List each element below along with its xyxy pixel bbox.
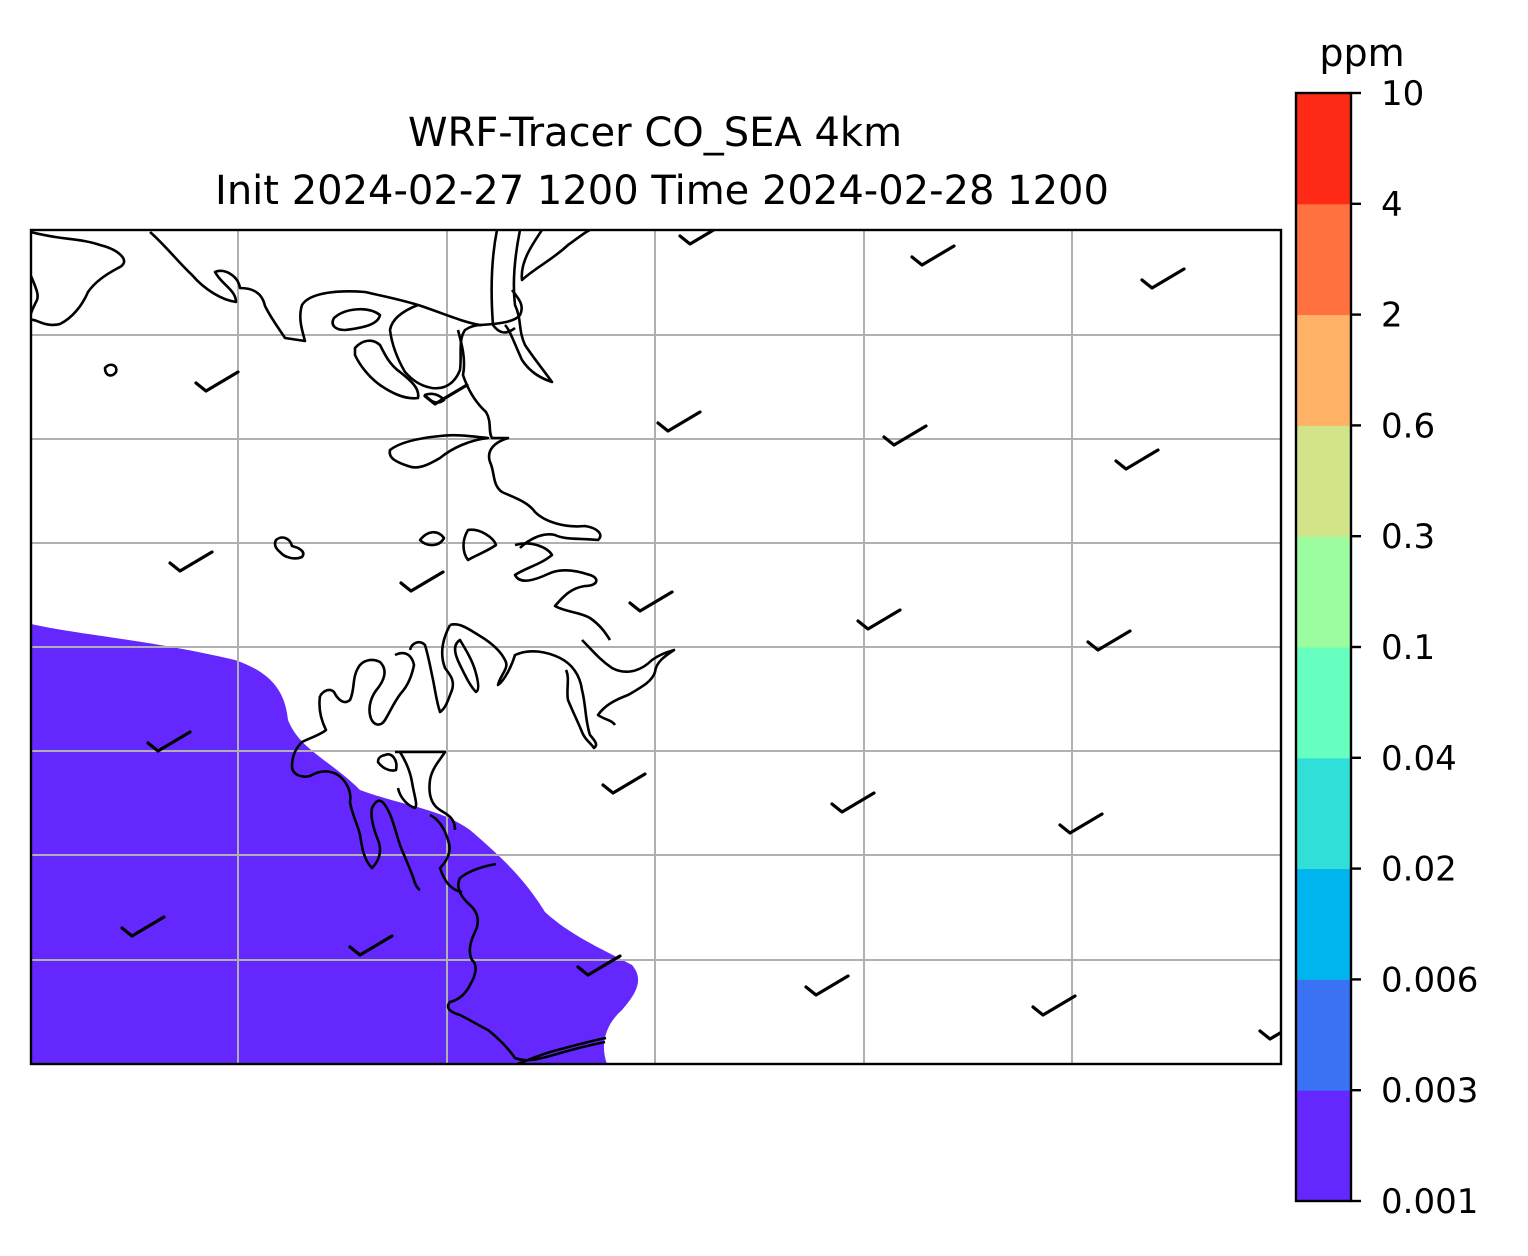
wind-barb: [804, 974, 850, 997]
colorbar-block: [1296, 868, 1351, 980]
wind-barb: [656, 410, 702, 433]
coastline-south-sound: [446, 862, 606, 1062]
colorbar-tick-label: 0.001: [1381, 1182, 1478, 1222]
wind-barb: [628, 590, 674, 613]
colorbar-tick-label: 0.6: [1381, 406, 1435, 446]
coastline-inlet: [504, 230, 554, 384]
wind-barb: [348, 934, 394, 957]
wind-barb: [882, 424, 928, 447]
wind-barb: [830, 791, 876, 814]
wind-barb: [146, 730, 192, 753]
colorbar-block: [1296, 979, 1351, 1091]
wind-barb: [678, 230, 717, 246]
wind-barb: [423, 383, 469, 406]
colorbar-tick-label: 0.1: [1381, 628, 1435, 668]
colorbar-block: [1296, 536, 1351, 648]
colorbar-block: [1296, 757, 1351, 870]
coastline-south-sound: [429, 813, 463, 894]
colorbar-color-blocks: [1296, 93, 1351, 1202]
gridlines: [31, 230, 1281, 1064]
coastline-inlet: [490, 230, 516, 334]
coastline-inlet: [520, 230, 591, 282]
wind-barb: [1031, 994, 1077, 1017]
wind-barb: [120, 915, 166, 938]
colorbar-tick-label: 0.003: [1381, 1071, 1478, 1111]
coastline-sound: [462, 528, 498, 562]
colorbar-block: [1296, 203, 1351, 316]
wind-barb: [910, 244, 956, 267]
wind-barbs: [120, 230, 1281, 1041]
coastline-sound: [456, 329, 602, 549]
wind-barb: [1086, 629, 1132, 652]
colorbar-tick-label: 2: [1381, 296, 1403, 336]
coastline-island: [273, 536, 305, 560]
wind-barb: [399, 570, 445, 593]
coastline-south-sound: [453, 638, 480, 694]
map-frame: [29, 228, 1283, 1066]
wind-barb: [194, 370, 240, 393]
wind-barb: [1258, 1029, 1281, 1041]
coastline-south-sound: [290, 695, 421, 892]
colorbar-tick-label: 0.3: [1381, 517, 1435, 557]
wind-barb: [1140, 267, 1186, 290]
coastline-sound: [388, 303, 483, 390]
colorbar-tick-label: 0.006: [1381, 960, 1478, 1000]
map-panel: [29, 228, 1283, 1066]
colorbar: ppm 0.001 0.003 0.006 0.02 0.04 0.1 0.3 0.6 2 4 10: [1294, 31, 1478, 1222]
map-title-line-2: Init 2024-02-27 1200 Time 2024-02-28 120…: [215, 168, 1109, 214]
wind-barb: [576, 954, 622, 977]
coastline-south-sound: [449, 623, 598, 750]
wind-barb: [1114, 448, 1160, 471]
wind-barb: [168, 550, 214, 573]
coastline-sound: [388, 433, 490, 469]
colorbar-block: [1296, 93, 1351, 205]
tracer-concentration-area: [31, 624, 639, 1064]
coastline-south-sound: [376, 753, 398, 772]
coastline-island: [331, 308, 382, 332]
colorbar-ticks: 0.001 0.003 0.006 0.02 0.04 0.1 0.3 0.6 2 4 10: [1351, 74, 1478, 1222]
coastline-south-sound: [318, 651, 416, 726]
coastline-south-sound: [408, 624, 455, 714]
coastline-sound: [353, 339, 420, 400]
coastline-south-sound: [581, 639, 676, 726]
coastline-island: [103, 363, 118, 377]
map-title-line-1: WRF-Tracer CO_SEA 4km: [408, 110, 902, 156]
colorbar-block: [1296, 425, 1351, 537]
wind-barb: [601, 772, 647, 795]
coastline-south-sound: [395, 750, 457, 831]
wind-barb: [856, 608, 902, 631]
coastline-sound: [418, 530, 446, 547]
coastlines: [31, 230, 676, 1064]
coastline-south-sound: [396, 751, 418, 810]
colorbar-tick-label: 0.04: [1381, 739, 1457, 779]
colorbar-tick-label: 4: [1381, 185, 1403, 225]
colorbar-tick-label: 10: [1381, 74, 1424, 114]
colorbar-block: [1296, 647, 1351, 759]
coastline-north: [31, 230, 126, 327]
colorbar-tick-label: 0.02: [1381, 850, 1457, 890]
coastline-sound: [513, 542, 612, 641]
colorbar-unit-label: ppm: [1319, 31, 1404, 75]
colorbar-block: [1296, 1090, 1351, 1202]
colorbar-block: [1296, 314, 1351, 426]
coastline-south-sound: [517, 1036, 607, 1064]
wind-barb: [1058, 812, 1104, 835]
